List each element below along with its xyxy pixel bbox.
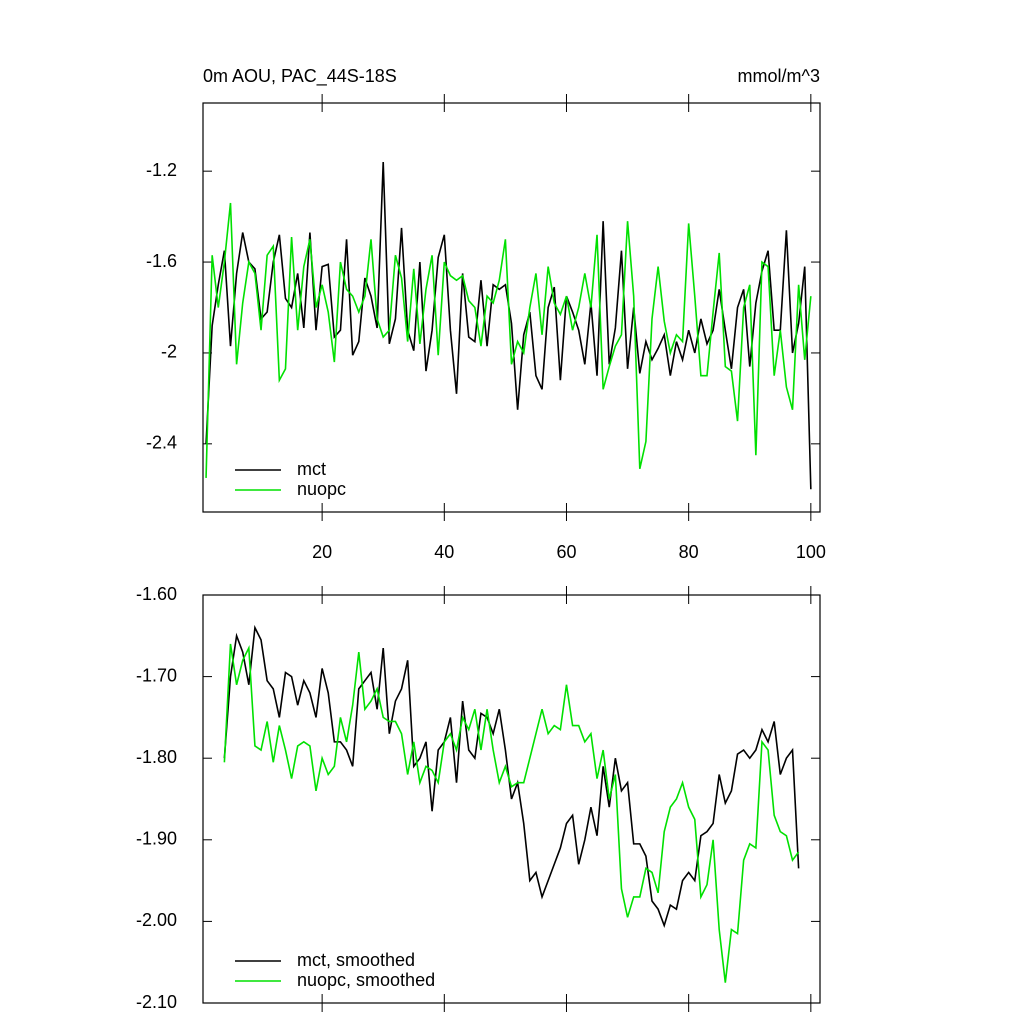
y-tick-label: -1.90 <box>136 829 177 849</box>
legend-label: mct <box>297 459 326 479</box>
legend-label: mct, smoothed <box>297 950 415 970</box>
y-tick-label: -1.60 <box>136 584 177 604</box>
chart-title: 0m AOU, PAC_44S-18S <box>203 66 397 87</box>
units-label: mmol/m^3 <box>738 66 820 86</box>
plot-frame <box>202 594 821 1004</box>
series-line <box>223 643 800 983</box>
y-tick-label: -1.6 <box>146 251 177 271</box>
series-line <box>205 202 812 478</box>
legend-label: nuopc, smoothed <box>297 970 435 990</box>
plot-frame <box>202 102 821 513</box>
y-tick-label: -1.70 <box>136 665 177 685</box>
y-tick-label: -1.2 <box>146 160 177 180</box>
x-tick-label: 20 <box>312 542 332 562</box>
y-tick-label: -2.00 <box>136 910 177 930</box>
y-tick-label: -2.10 <box>136 992 177 1012</box>
y-tick-label: -2 <box>161 342 177 362</box>
legend-label: nuopc <box>297 479 346 499</box>
y-tick-label: -1.80 <box>136 747 177 767</box>
y-tick-label: -2.4 <box>146 433 177 453</box>
x-tick-label: 80 <box>679 542 699 562</box>
x-tick-label: 40 <box>434 542 454 562</box>
series-line <box>223 624 800 928</box>
x-tick-label: 60 <box>556 542 576 562</box>
x-tick-label: 100 <box>796 542 826 562</box>
